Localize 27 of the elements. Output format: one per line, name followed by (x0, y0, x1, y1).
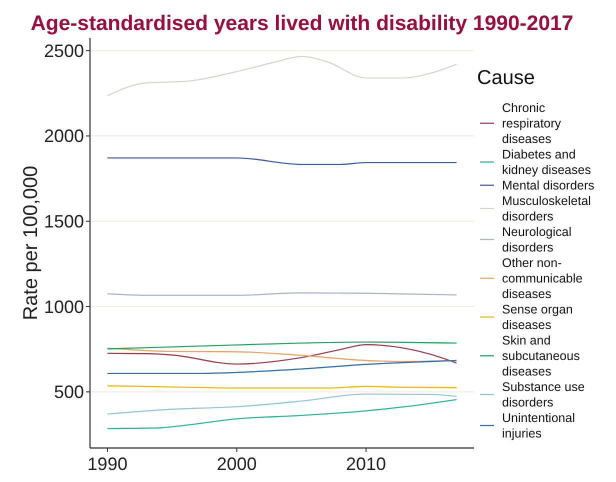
legend-label: Mental disorders (502, 178, 594, 192)
legend-label: Chronic respiratory diseases (502, 101, 562, 146)
legend-label: Musculoskeletal disorders (502, 194, 591, 224)
y-tick-label: 1000 (44, 296, 84, 317)
legend-label: Other non-communicable diseases (502, 256, 583, 301)
legend-label: Sense organ diseases (502, 302, 573, 332)
line-series (106, 341, 458, 350)
y-tick-label: 500 (54, 382, 84, 402)
line-series (106, 398, 458, 430)
line-series (106, 344, 458, 365)
x-tick-label: 2010 (346, 454, 386, 474)
legend-label: Diabetes and kidney diseases (502, 148, 591, 177)
line-series (106, 56, 458, 96)
y-axis-title: Rate per 100,000 (20, 166, 42, 320)
x-tick-label: 1990 (87, 454, 128, 474)
legend-label: Skin and subcutaneous diseases (502, 334, 580, 378)
legend-label: Substance use disorders (502, 380, 585, 410)
x-tick-label: 2000 (216, 454, 257, 474)
line-series (106, 393, 458, 415)
legend-title: Cause (477, 67, 535, 89)
legend-label: Neurological disorders (502, 225, 572, 254)
legend-label: Unintentional injuries (502, 411, 575, 440)
chart-title: Age-standardised years lived with disability 1990-2017 (30, 12, 574, 35)
y-tick-label: 2000 (44, 126, 84, 146)
y-tick-label: 2500 (44, 40, 84, 61)
line-series (106, 360, 458, 374)
y-tick-label: 1500 (44, 212, 84, 232)
